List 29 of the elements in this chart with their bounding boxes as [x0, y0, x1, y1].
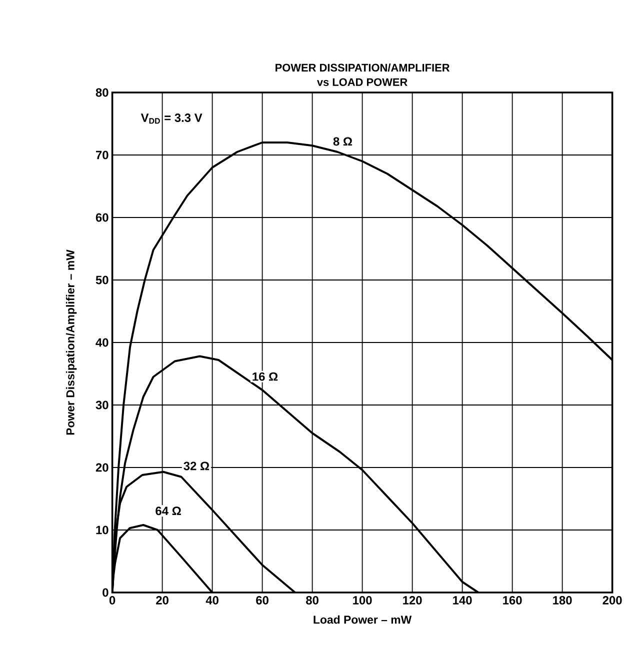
y-tick-label: 70	[96, 150, 108, 160]
chart-title: POWER DISSIPATION/AMPLIFIER	[276, 64, 450, 72]
x-axis-title: Load Power – mW	[314, 615, 412, 624]
y-axis-title: Power Dissipation/Amplifier – mW	[66, 250, 77, 435]
y-tick-label: 20	[96, 463, 108, 472]
x-tick-label: 200	[602, 596, 622, 604]
series-label: 64 Ω	[156, 506, 181, 516]
series-label: 32 Ω	[184, 462, 210, 470]
x-tick-label: 100	[353, 596, 372, 604]
x-tick-label: 120	[403, 596, 422, 604]
y-tick-label: 80	[96, 88, 108, 97]
x-tick-label: 0	[109, 596, 116, 604]
y-tick-label: 50	[96, 276, 108, 284]
series-label: 16 Ω	[252, 372, 278, 381]
chart-subtitle: vs LOAD POWER	[316, 78, 408, 86]
x-tick-label: 80	[306, 596, 318, 604]
y-tick-label: 60	[96, 213, 108, 222]
annotation: V$_{DD}$ = 3.3 V	[140, 114, 202, 124]
y-tick-label: 30	[96, 400, 108, 410]
x-tick-label: 20	[156, 596, 168, 604]
series-label: 8 Ω	[333, 137, 352, 146]
x-tick-label: 160	[503, 596, 522, 604]
y-tick-label: 10	[96, 526, 108, 534]
y-tick-label: 40	[96, 338, 108, 347]
y-tick-label: 0	[102, 588, 108, 597]
x-tick-label: 60	[256, 596, 268, 604]
x-tick-label: 40	[206, 596, 218, 604]
x-tick-label: 180	[553, 596, 572, 604]
x-tick-label: 140	[453, 596, 472, 604]
